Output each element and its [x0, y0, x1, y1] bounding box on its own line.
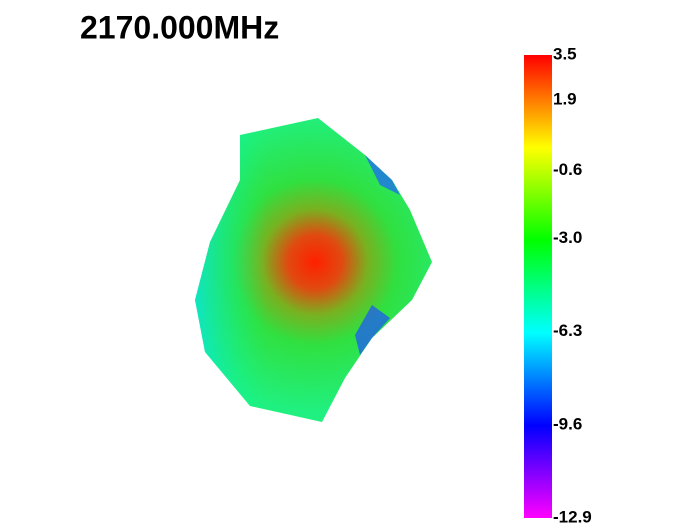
colorbar-tick-label: -6.3 [553, 321, 582, 340]
colorbar-tick-label: -3.0 [553, 228, 582, 247]
colorbar-tick-label: -12.9 [553, 507, 592, 526]
colorbar-tick-label: -9.6 [553, 414, 582, 433]
colorbar-tick-label: 1.9 [553, 90, 577, 109]
colorbar [524, 55, 552, 518]
chart-title: 2170.000MHz [80, 9, 279, 45]
pattern-surface [195, 118, 432, 422]
colorbar-tick-label: 3.5 [553, 44, 577, 63]
colorbar-tick-label: -0.6 [553, 160, 582, 179]
